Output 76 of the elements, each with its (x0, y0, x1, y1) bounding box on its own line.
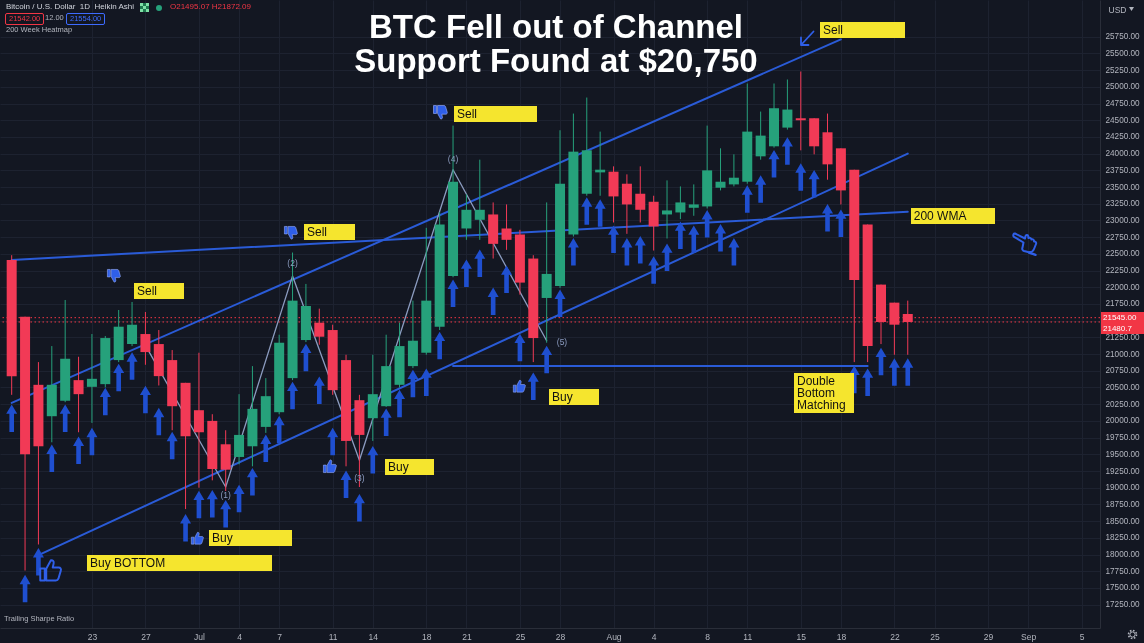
y-tick-label: 19250.00 (1105, 466, 1141, 476)
x-tick-label: 4 (237, 631, 243, 642)
text: Support Found at $20,750 (354, 42, 758, 79)
y-tick-label: 19000.00 (1105, 483, 1141, 493)
annotation: Sell (823, 23, 844, 37)
y-tick-label: 20000.00 (1105, 416, 1141, 426)
y-tick-label: 18250.00 (1105, 533, 1141, 543)
annotation: (5) (556, 337, 568, 348)
x-tick-label: 11 (328, 631, 338, 642)
annotation: Buy (212, 531, 233, 545)
y-tick-label: 22500.00 (1105, 249, 1141, 259)
y-tick-label: 18750.00 (1105, 499, 1141, 509)
y-tick-label: 25500.00 (1105, 48, 1141, 58)
x-tick-label: 18 (836, 631, 847, 642)
y-tick-label: 19750.00 (1105, 433, 1141, 443)
x-tick-label: Sep (1021, 631, 1037, 642)
y-tick-label: 17750.00 (1105, 566, 1141, 576)
x-tick-label: 7 (277, 631, 283, 642)
series-label: 200 WMA (913, 208, 967, 223)
x-tick-label: 11 (743, 631, 753, 642)
y-tick-label: 23000.00 (1105, 215, 1141, 225)
annotation: (1) (220, 490, 231, 502)
y-tick-label: 21750.00 (1105, 299, 1141, 309)
annotation: Sell (137, 284, 158, 298)
x-tick-label: Jul (193, 631, 205, 642)
y-tick-label: 24750.00 (1105, 99, 1141, 109)
y-tick-label: 19500.00 (1105, 449, 1141, 459)
annotation: Buy (388, 460, 409, 474)
y-tick-label: 25750.00 (1105, 32, 1141, 42)
y-tick-label: 20500.00 (1105, 382, 1141, 392)
y-tick-label: 20750.00 (1105, 366, 1141, 376)
y-tick-label: 17500.00 (1105, 583, 1141, 593)
y-tick-label: 18000.00 (1105, 550, 1141, 560)
y-tick-label: 17250.00 (1105, 600, 1141, 610)
x-tick-label: 23 (87, 631, 98, 642)
x-tick-label: 18 (422, 631, 432, 642)
y-tick-label: 24000.00 (1105, 149, 1141, 159)
x-tick-label: 29 (983, 631, 994, 642)
annotation: Sell (457, 107, 478, 121)
annotation: Sell (307, 225, 328, 239)
y-tick-label: 21000.00 (1105, 349, 1141, 359)
x-tick-label: 25 (515, 631, 526, 642)
annotation: Buy BOTTOM (90, 556, 166, 570)
x-tick-label: 27 (141, 631, 151, 642)
x-tick-label: 8 (705, 631, 711, 642)
y-tick-label: 24250.00 (1105, 132, 1141, 142)
ref-line-label: 21545.00 (1101, 312, 1144, 324)
x-tick-label: 5 (1079, 631, 1085, 642)
x-tick-label: Aug (606, 631, 622, 642)
annotation: Double Bottom Matching (797, 374, 846, 412)
x-tick-label: 22 (890, 631, 900, 642)
y-tick-label: 25000.00 (1105, 82, 1141, 92)
x-tick-label: 25 (930, 631, 940, 642)
y-tick-label: 23500.00 (1105, 182, 1141, 192)
y-tick-label: 23750.00 (1105, 165, 1141, 175)
annotation: Bitcoin / U.S. Dollar 1D Heikin Ashi (6, 2, 135, 12)
x-tick-label: 4 (651, 631, 657, 642)
y-axis-title: USD (1108, 4, 1127, 15)
ref-line-label: 21480.7 (1101, 323, 1144, 335)
y-tick-label: 25250.00 (1105, 65, 1141, 75)
y-tick-label: 18500.00 (1105, 516, 1141, 526)
y-tick-label: 20250.00 (1105, 399, 1141, 409)
annotation: (4) (447, 153, 459, 165)
y-tick-label: 24500.00 (1105, 115, 1141, 125)
y-tick-label: 22250.00 (1105, 266, 1141, 276)
y-tick-label: 22750.00 (1105, 232, 1141, 242)
x-tick-label: 14 (368, 631, 379, 642)
y-tick-label: 21250.00 (1105, 332, 1141, 342)
annotation: Buy (552, 390, 573, 404)
x-tick-label: 15 (796, 631, 807, 642)
x-tick-label: 28 (555, 631, 566, 642)
annotation: O21495.07 H21872.09 (170, 2, 251, 12)
x-tick-label: 21 (462, 631, 472, 642)
y-tick-label: 22000.00 (1105, 282, 1141, 292)
y-tick-label: 23250.00 (1105, 199, 1141, 209)
chart-title: BTC Fell out of Channel (369, 8, 743, 45)
